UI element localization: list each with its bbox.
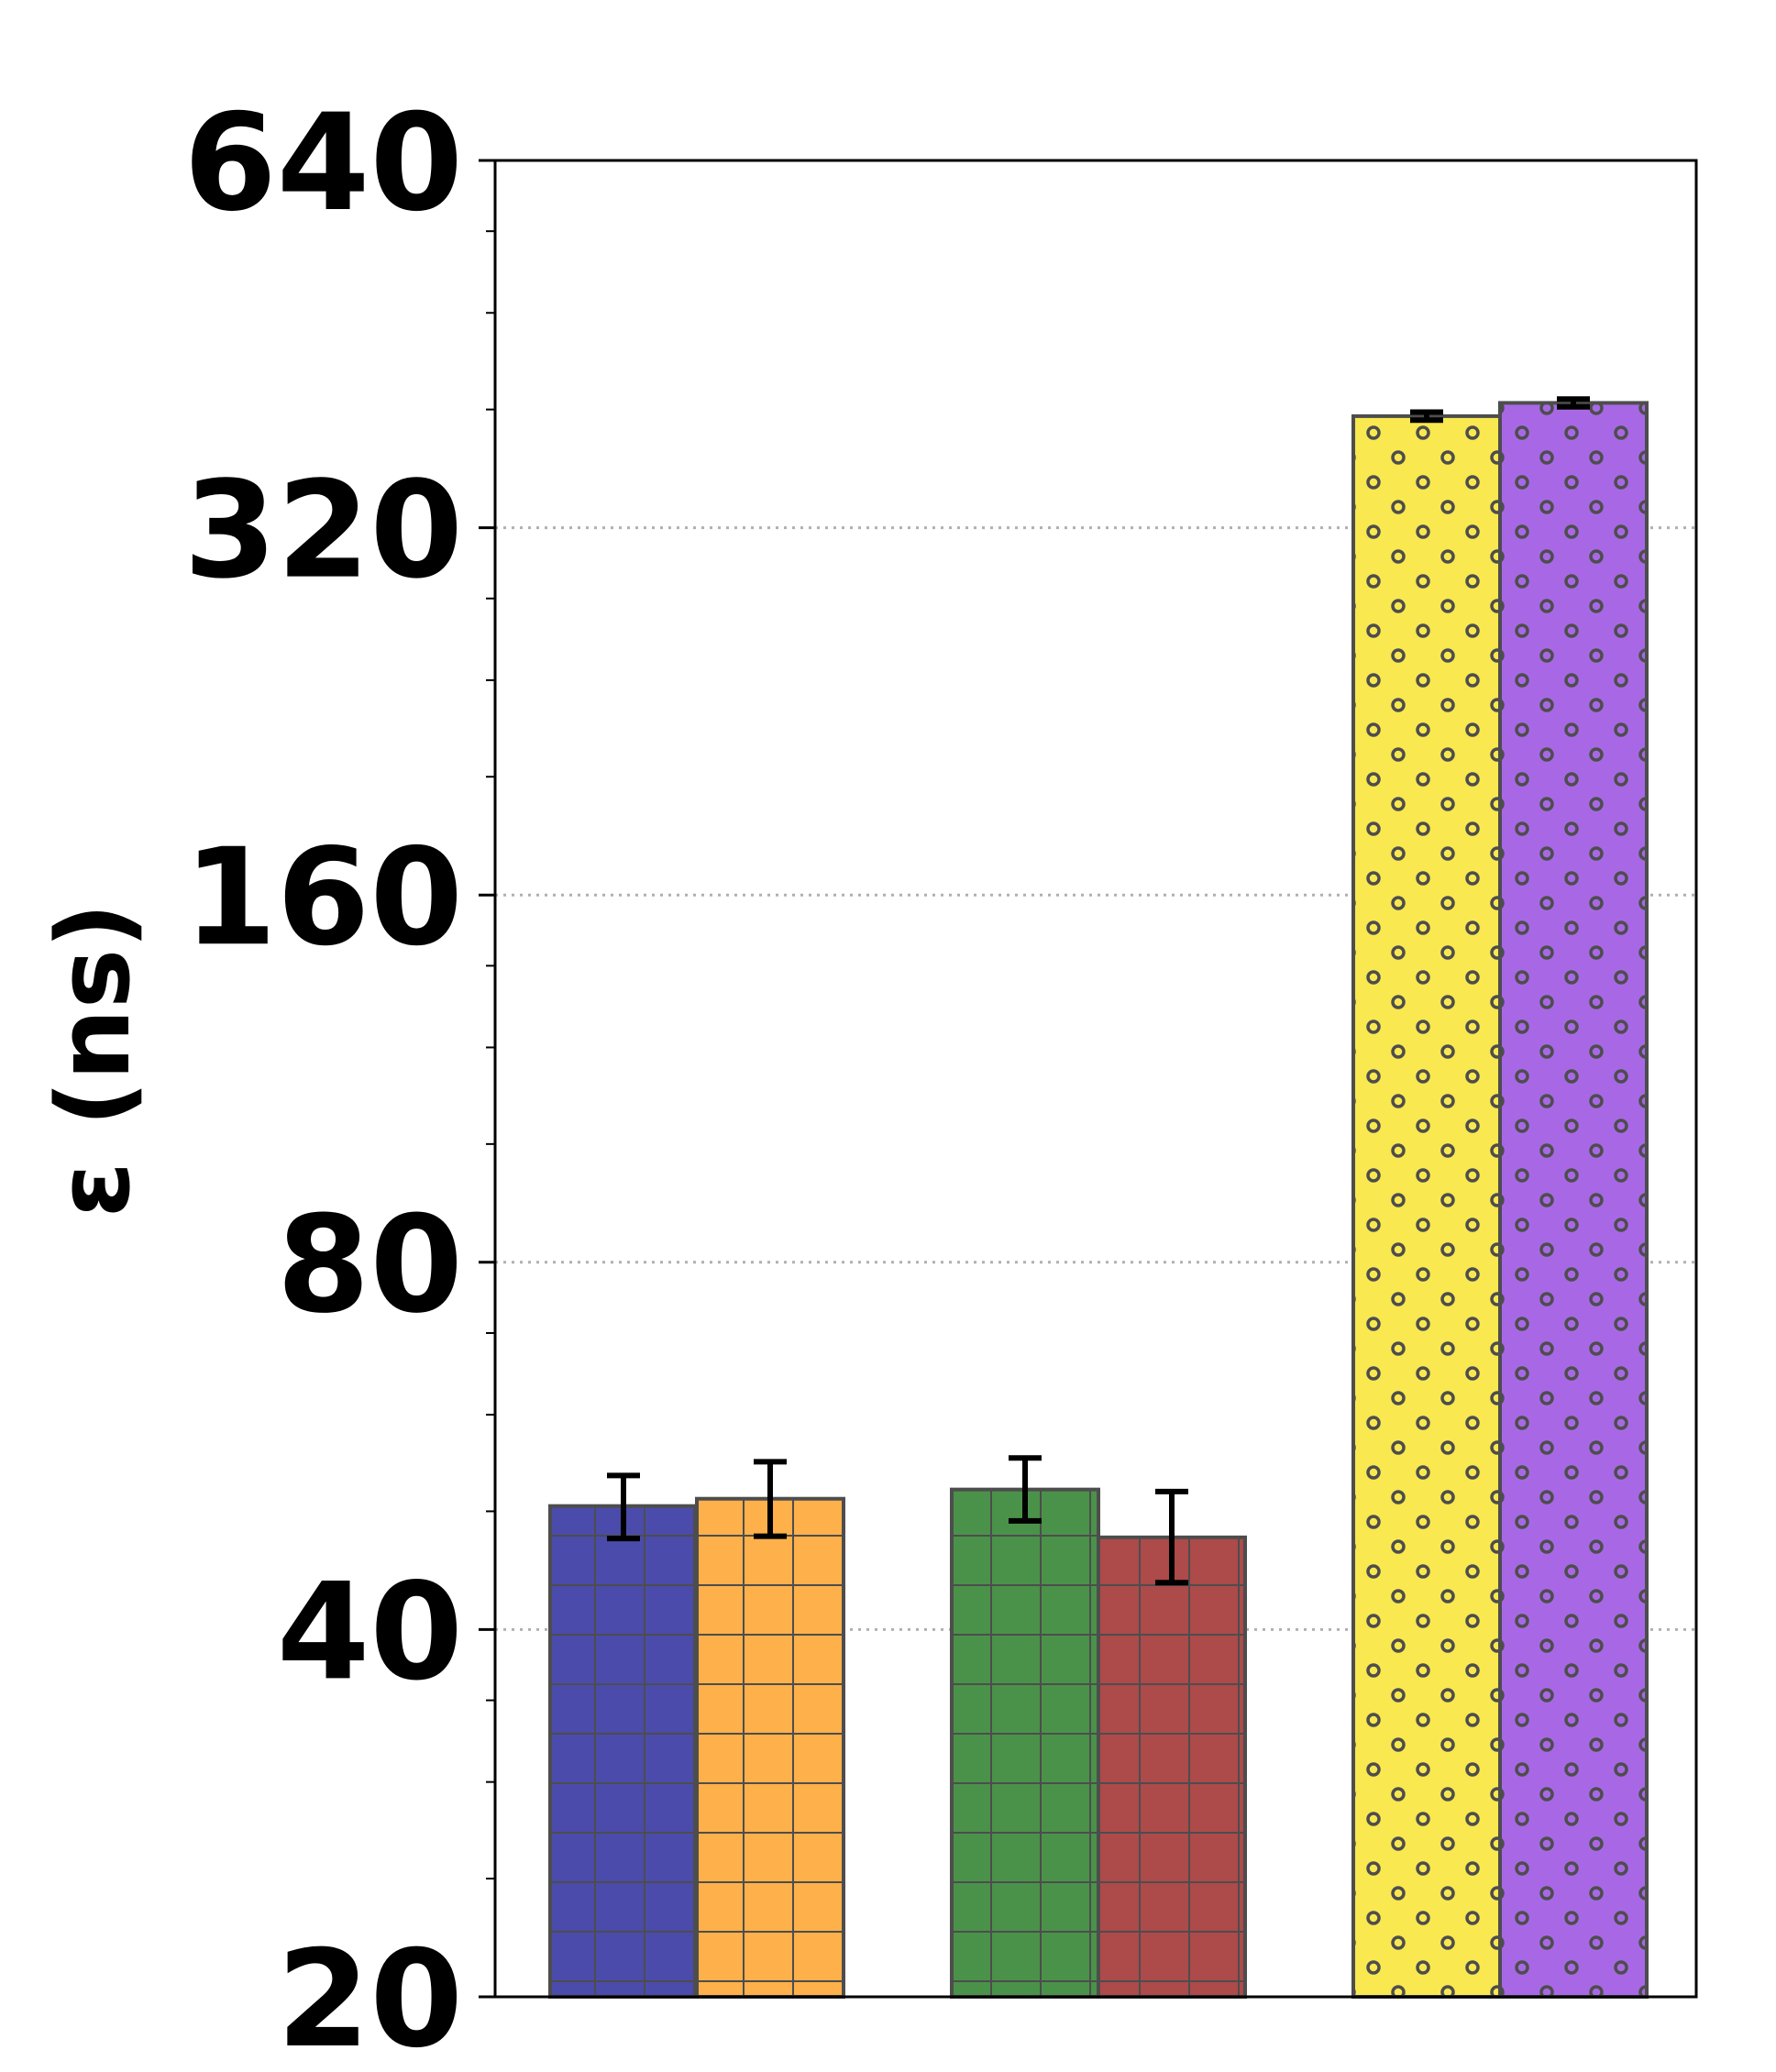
- error-bars: [607, 396, 1590, 1586]
- y-tick-label: 80: [277, 1187, 463, 1343]
- y-axis-tick-labels: 20 40 80 160 320 640: [183, 85, 463, 2072]
- y-tick-label: 160: [183, 820, 463, 975]
- bar-hatch: [1098, 1537, 1245, 1997]
- y-tick-label: 320: [183, 453, 463, 609]
- y-tick-label: 640: [183, 85, 463, 241]
- plot-area-frame: [493, 159, 1698, 1999]
- bar-hatch: [1353, 415, 1500, 1998]
- y-tick-label: 40: [277, 1554, 463, 1710]
- y-axis-label: ε (ns): [35, 903, 152, 1218]
- y-tick-label: 20: [277, 1922, 463, 2072]
- bars: [548, 401, 1649, 2000]
- bar-hatch: [952, 1489, 1098, 1997]
- bar-hatch: [697, 1498, 844, 1997]
- bar-hatch: [550, 1505, 697, 1997]
- y-axis-ticks: [479, 159, 495, 1999]
- bar-hatch: [1500, 402, 1647, 1998]
